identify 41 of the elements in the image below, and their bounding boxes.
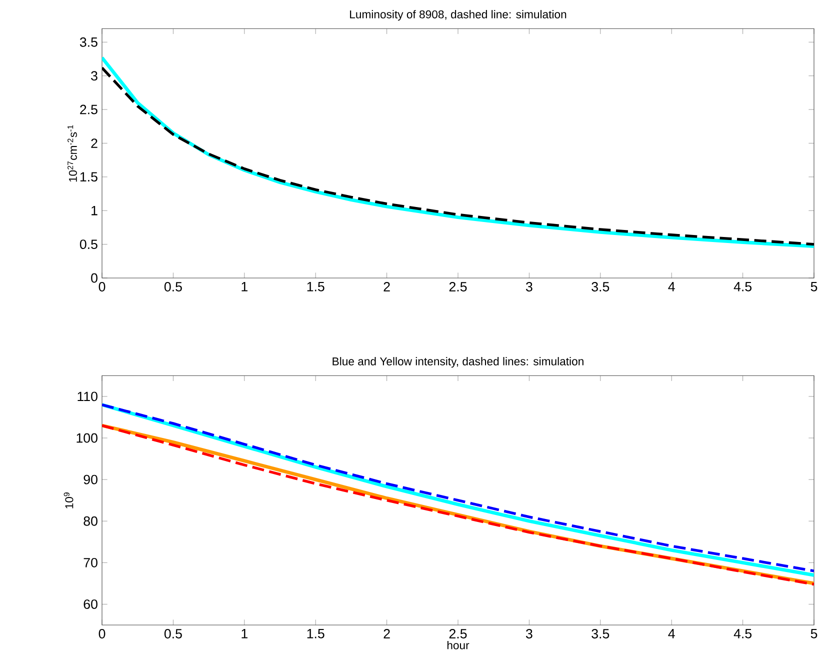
x-tick-label: 1.5 <box>307 629 324 638</box>
y-tick-label: 70 <box>84 558 98 568</box>
x-tick-label: 4.5 <box>734 282 752 292</box>
x-tick-label: 1 <box>242 282 248 292</box>
x-tick-label: 2 <box>384 282 390 292</box>
x-tick-label: 0 <box>98 282 106 292</box>
x-tick-label: 4.5 <box>734 629 752 638</box>
x-tick-label: 1.5 <box>307 282 324 292</box>
y-axis-title: 10$^{27}$cm$^{-2}$s$^{-1}$ <box>68 125 77 182</box>
y-tick-label: 0 <box>91 273 98 283</box>
x-tick-label: 0.5 <box>164 282 182 292</box>
y-tick-label: 2.5 <box>80 104 98 114</box>
x-tick-label: 2.5 <box>449 282 467 292</box>
y-axis-title: 10$^{9}$ <box>64 492 74 508</box>
x-axis-title: hour <box>447 640 470 650</box>
x-tick-label: 5 <box>810 629 818 638</box>
x-tick-label: 3.5 <box>592 629 610 638</box>
x-tick-label: 5 <box>810 282 818 292</box>
y-tick-label: 1.5 <box>80 172 98 182</box>
x-tick-label: 0 <box>98 629 106 638</box>
y-tick-label: 80 <box>84 516 98 526</box>
y-tick-label: 110 <box>78 392 98 402</box>
chart-title: Blue and Yellow intensity, dashed lines: simulation <box>332 357 584 368</box>
x-tick-label: 3 <box>526 282 532 292</box>
y-tick-label: 90 <box>84 474 98 484</box>
y-tick-label: 3 <box>91 71 98 81</box>
y-tick-label: 3.5 <box>80 37 98 47</box>
x-tick-label: 2.5 <box>449 629 467 638</box>
chart-title: Luminosity of 8908, dashed line: simulation <box>350 10 566 21</box>
y-tick-label: 0.5 <box>80 240 98 250</box>
x-tick-label: 3.5 <box>592 282 610 292</box>
x-tick-label: 2 <box>384 629 390 638</box>
x-tick-label: 4 <box>668 282 675 292</box>
y-tick-label: 1 <box>92 206 98 216</box>
x-tick-label: 1 <box>242 629 248 638</box>
y-tick-label: 2 <box>91 138 98 148</box>
y-tick-label: 60 <box>84 599 98 609</box>
y-tick-label: 100 <box>76 433 98 443</box>
x-tick-label: 0.5 <box>164 629 182 638</box>
x-tick-label: 4 <box>668 629 675 638</box>
x-tick-label: 3 <box>526 629 532 638</box>
